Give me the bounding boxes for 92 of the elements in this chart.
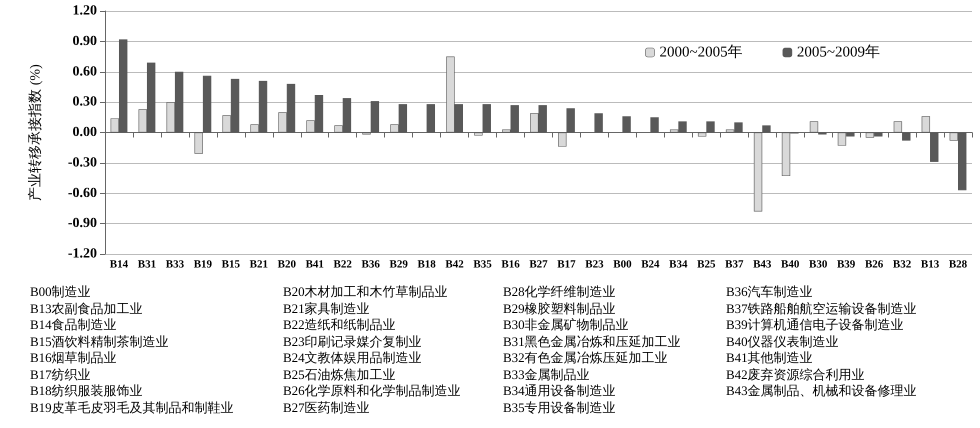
text: B37铁路船舶航空运输设备制造业 xyxy=(726,300,918,317)
x-tick-label: B34 xyxy=(669,258,688,270)
bar xyxy=(810,121,818,132)
text: B31黑色金属冶炼和压延加工业 xyxy=(503,334,682,350)
text: B26化学原料和化学制品制造业 xyxy=(283,383,462,400)
text: B39计算机通信电子设备制造业 xyxy=(726,317,905,334)
x-tick-label: B42 xyxy=(445,258,464,270)
bar xyxy=(650,117,659,132)
text: B30非金属矿物制品业 xyxy=(503,317,630,334)
bar xyxy=(706,121,715,132)
bar xyxy=(202,76,212,132)
text: B34通用设备制造业 xyxy=(503,383,617,400)
x-tick-label: B21 xyxy=(250,258,268,270)
text: B13农副食品加工业 xyxy=(30,300,144,317)
text: B16烟草制品业 xyxy=(30,350,118,366)
text: B15酒饮料精制茶制造业 xyxy=(30,334,170,350)
x-tick-label: B27 xyxy=(529,258,548,270)
bar xyxy=(474,132,483,136)
text: B32有色金属冶炼压延加工业 xyxy=(503,350,669,366)
legend-label: 2000~2005年 xyxy=(659,44,743,60)
x-tick-label: B35 xyxy=(473,258,492,270)
text: B19皮革毛皮羽毛及其制品和制鞋业 xyxy=(30,400,235,416)
text: B40仪器仪表制造业 xyxy=(726,334,840,350)
y-tick-label: 0.00 xyxy=(72,125,97,140)
text: B43金属制品、机械和设备修理业 xyxy=(726,383,918,400)
y-tick-label: 1.20 xyxy=(72,4,97,18)
x-tick-label: B40 xyxy=(781,258,800,270)
x-tick-label: B31 xyxy=(138,258,156,270)
text: B14食品制造业 xyxy=(30,317,118,334)
x-tick-label: B19 xyxy=(194,258,213,270)
x-tick-label: B00 xyxy=(613,258,632,270)
x-tick-label: B41 xyxy=(306,258,324,270)
y-tick-label: 0.90 xyxy=(72,34,97,49)
y-tick-label: -0.60 xyxy=(68,186,97,201)
bar xyxy=(194,132,203,154)
text: B23印刷记录媒介复制业 xyxy=(283,334,423,350)
bar xyxy=(894,121,902,132)
text: B17纺织业 xyxy=(30,366,92,383)
x-tick-label: B39 xyxy=(836,258,856,270)
x-tick-label: B32 xyxy=(892,258,912,270)
text: B42废弃资源综合利用业 xyxy=(726,366,866,383)
x-tick-label: B43 xyxy=(753,258,772,270)
y-tick-label: -1.20 xyxy=(68,246,97,262)
bar xyxy=(902,132,910,141)
text: B18纺织服装服饰业 xyxy=(30,383,144,400)
x-tick-label: B20 xyxy=(278,258,296,270)
y-tick-label: -0.90 xyxy=(68,216,97,232)
x-tick-label: B26 xyxy=(864,258,884,270)
x-tick-label: B14 xyxy=(110,258,129,270)
y-axis-title: 产业转移承接指数 (%) xyxy=(28,64,44,201)
x-tick-label: B36 xyxy=(362,258,380,270)
text: B33金属制品业 xyxy=(503,366,591,383)
text: B24文教体娱用品制造业 xyxy=(283,350,423,366)
x-tick-label: B29 xyxy=(389,258,408,270)
text: B20木材加工和木竹草制品业 xyxy=(283,284,449,300)
bar xyxy=(922,116,930,132)
bar xyxy=(622,116,631,132)
x-tick-label: B18 xyxy=(417,258,436,270)
x-tick-label: B33 xyxy=(166,258,185,270)
x-tick-label: B13 xyxy=(920,258,940,270)
bar xyxy=(930,132,938,162)
bar xyxy=(370,101,380,132)
bar xyxy=(426,104,436,132)
text: B36汽车制造业 xyxy=(726,284,814,300)
x-tick-label: B28 xyxy=(948,258,968,270)
y-tick-label: -0.30 xyxy=(68,155,97,170)
x-tick-label: B24 xyxy=(641,258,660,270)
text: B00制造业 xyxy=(30,284,92,300)
bar xyxy=(594,113,603,132)
text: B22造纸和纸制品业 xyxy=(283,317,397,334)
x-tick-label: B25 xyxy=(697,258,716,270)
x-tick-label: B16 xyxy=(501,258,520,270)
x-tick-label: B17 xyxy=(557,258,576,270)
x-tick-label: B30 xyxy=(809,258,828,270)
bar xyxy=(482,104,491,132)
legend-label: 2005~2009年 xyxy=(796,44,880,60)
text: B25石油炼焦加工业 xyxy=(283,366,397,383)
y-tick-label: 0.30 xyxy=(72,94,97,110)
bar xyxy=(698,132,706,137)
x-tick-label: B37 xyxy=(725,258,744,270)
text: B27医药制造业 xyxy=(283,400,371,416)
y-tick-label: 0.60 xyxy=(72,64,97,80)
bar xyxy=(558,132,566,147)
text: B29橡胶塑料制品业 xyxy=(503,300,617,317)
x-tick-label: B15 xyxy=(222,258,241,270)
text: B41其他制造业 xyxy=(726,350,814,366)
text: B28化学纤维制造业 xyxy=(503,284,617,300)
bar xyxy=(566,108,575,132)
text: B35专用设备制造业 xyxy=(503,400,617,416)
x-tick-label: B23 xyxy=(585,258,604,270)
text: B21家具制造业 xyxy=(283,300,371,317)
x-tick-label: B22 xyxy=(334,258,352,270)
